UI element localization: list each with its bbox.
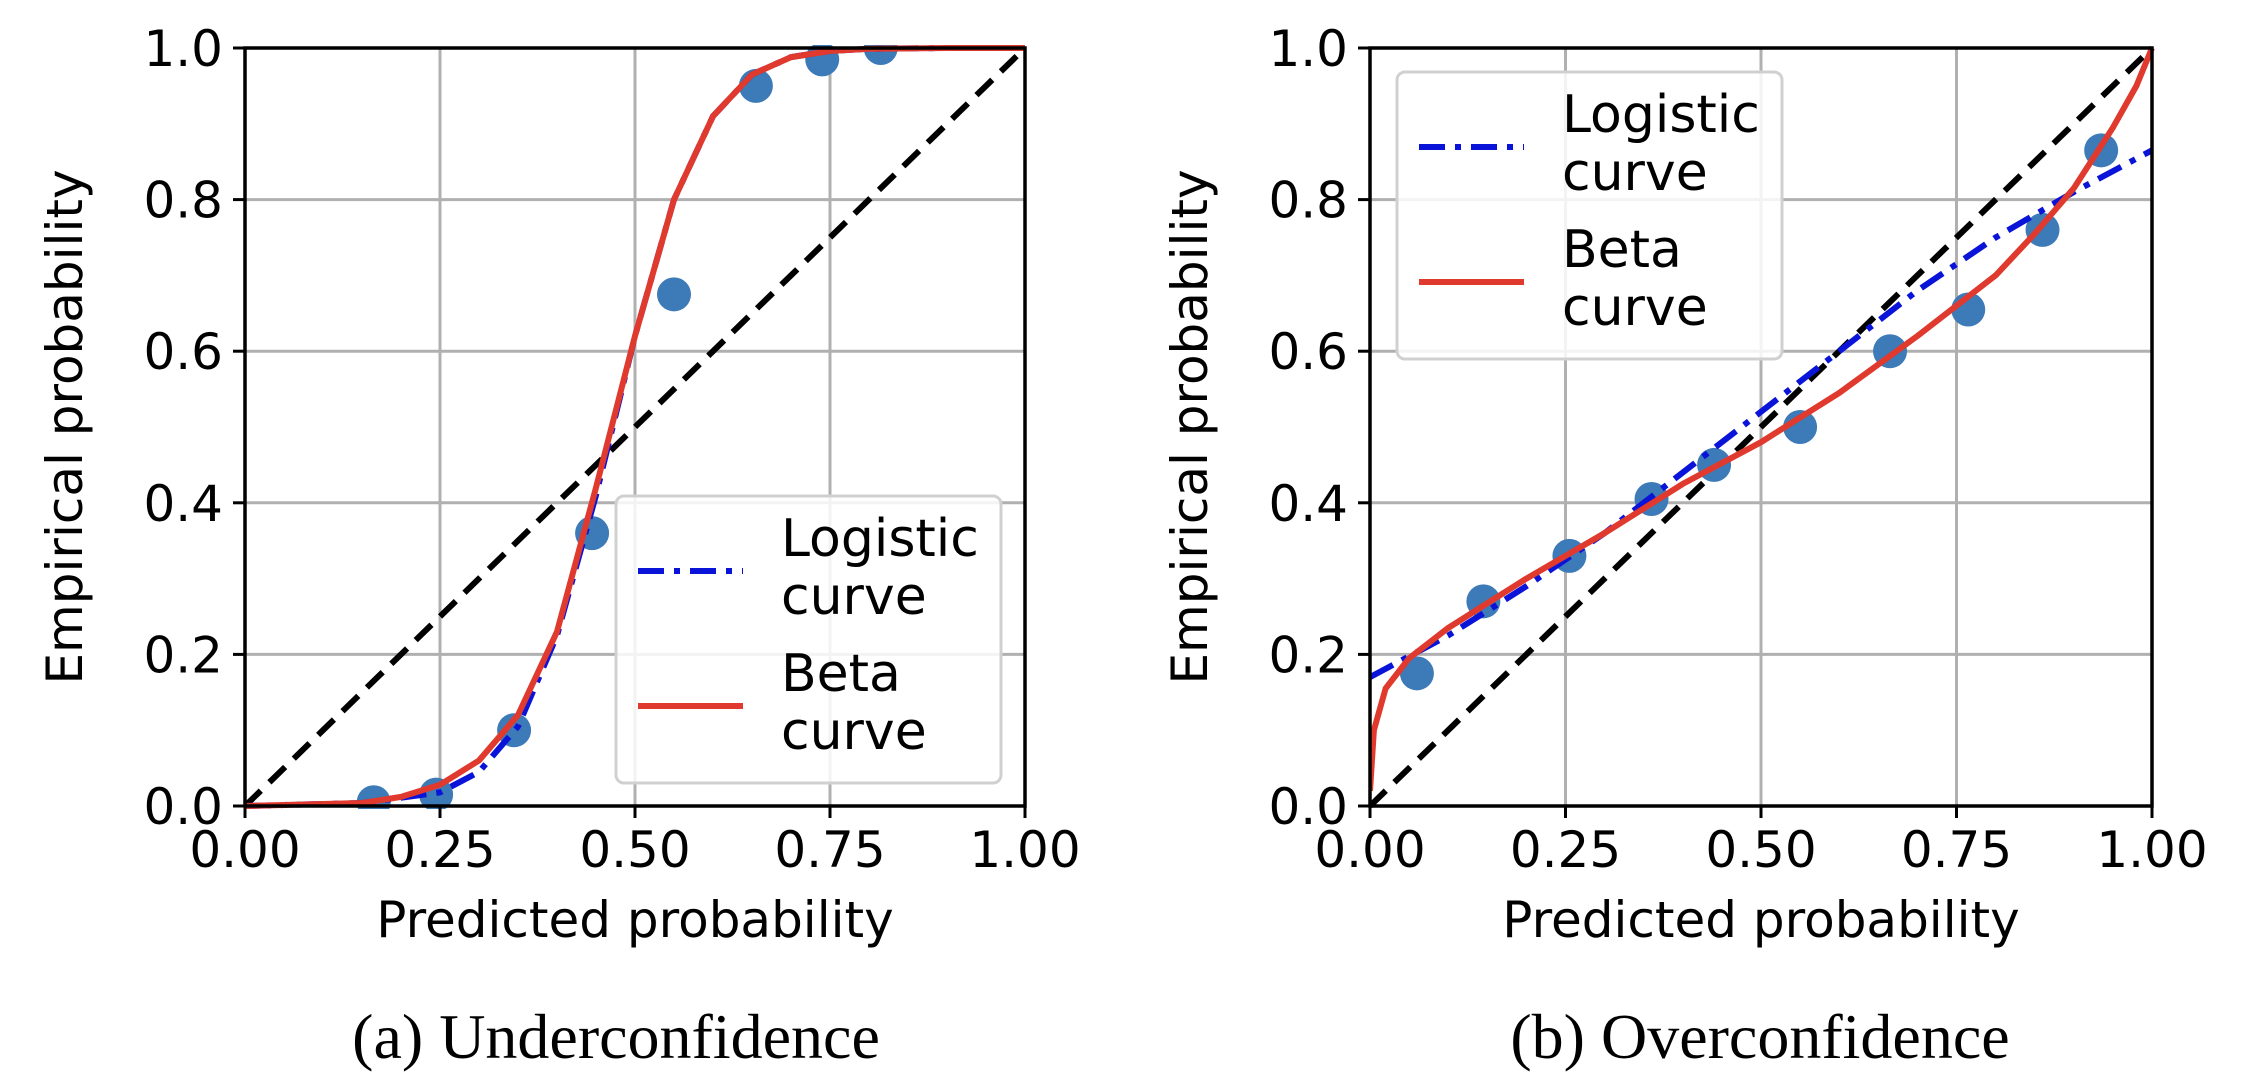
y-tick-label: 0.0: [143, 778, 223, 836]
y-tick-label: 0.0: [1268, 778, 1348, 836]
chart-panel-b: 0.00 0.25 0.50 0.75 1.00 0.0 0.2 0.4 0.6 0.8 1.0 Pr…: [1161, 20, 2208, 1072]
subfigure-caption: (a) Underconfidence: [352, 1001, 880, 1072]
x-axis-label: Predicted probability: [376, 891, 893, 949]
plot-data: [245, 45, 1028, 809]
legend-box: [1395, 70, 1784, 361]
data-point: [1783, 410, 1818, 444]
logistic-curve-line: [1370, 147, 2154, 680]
x-tick-label: 0.75: [774, 821, 885, 879]
diagonal-reference-line: [245, 45, 1028, 809]
y-tick-label: 0.6: [1268, 323, 1348, 381]
y-tick-label: 0.2: [143, 626, 223, 684]
x-tick-label: 0.25: [384, 821, 495, 879]
data-point: [419, 777, 454, 809]
y-axis-label: Empirical probability: [36, 169, 94, 684]
y-tick-label: 1.0: [1268, 20, 1348, 78]
plot-data: [1370, 45, 2155, 809]
x-tick-label: 0.50: [1705, 821, 1816, 879]
legend-label: curve: [1562, 143, 1708, 203]
x-tick-label: 0.00: [189, 821, 300, 879]
data-point: [657, 277, 691, 312]
legend-label: Logistic: [781, 509, 979, 569]
y-tick-label: 0.4: [143, 475, 223, 533]
x-tick-label: 1.00: [2096, 821, 2207, 879]
y-tick-label: 0.8: [1268, 172, 1348, 230]
y-tick-label: 0.8: [143, 172, 223, 230]
legend-label: curve: [781, 702, 927, 762]
legend-label: Logistic: [1562, 85, 1760, 145]
x-tick-label: 0.50: [579, 821, 690, 879]
data-point: [1399, 656, 1434, 691]
x-tick-label: 1.00: [969, 821, 1080, 879]
x-axis-label: Predicted probability: [1502, 891, 2019, 949]
y-axis-label: Empirical probability: [1161, 169, 1219, 684]
legend-label: Beta: [1562, 220, 1682, 280]
y-tick-label: 1.0: [143, 20, 223, 78]
y-tick-label: 0.6: [143, 323, 223, 381]
chart-panel-a: 0.00 0.25 0.50 0.75 1.00 0.0 0.2 0.4 0.6 0.8 1.0 Pr…: [36, 20, 1081, 1072]
beta-curve-line: [1370, 46, 2155, 791]
x-tick-label: 0.25: [1510, 821, 1621, 879]
legend-label: curve: [781, 567, 927, 627]
y-tick-label: 0.2: [1268, 626, 1348, 684]
diagonal-reference-line: [1370, 45, 2155, 809]
x-tick-label: 0.00: [1314, 821, 1425, 879]
legend-label: curve: [1562, 278, 1708, 338]
legend-label: Beta: [781, 644, 901, 704]
y-tick-label: 0.4: [1268, 475, 1348, 533]
x-tick-label: 0.75: [1901, 821, 2012, 879]
beta-curve-line: [245, 45, 1025, 809]
legend-box: [614, 494, 1003, 785]
subfigure-caption: (b) Overconfidence: [1510, 1001, 2009, 1072]
